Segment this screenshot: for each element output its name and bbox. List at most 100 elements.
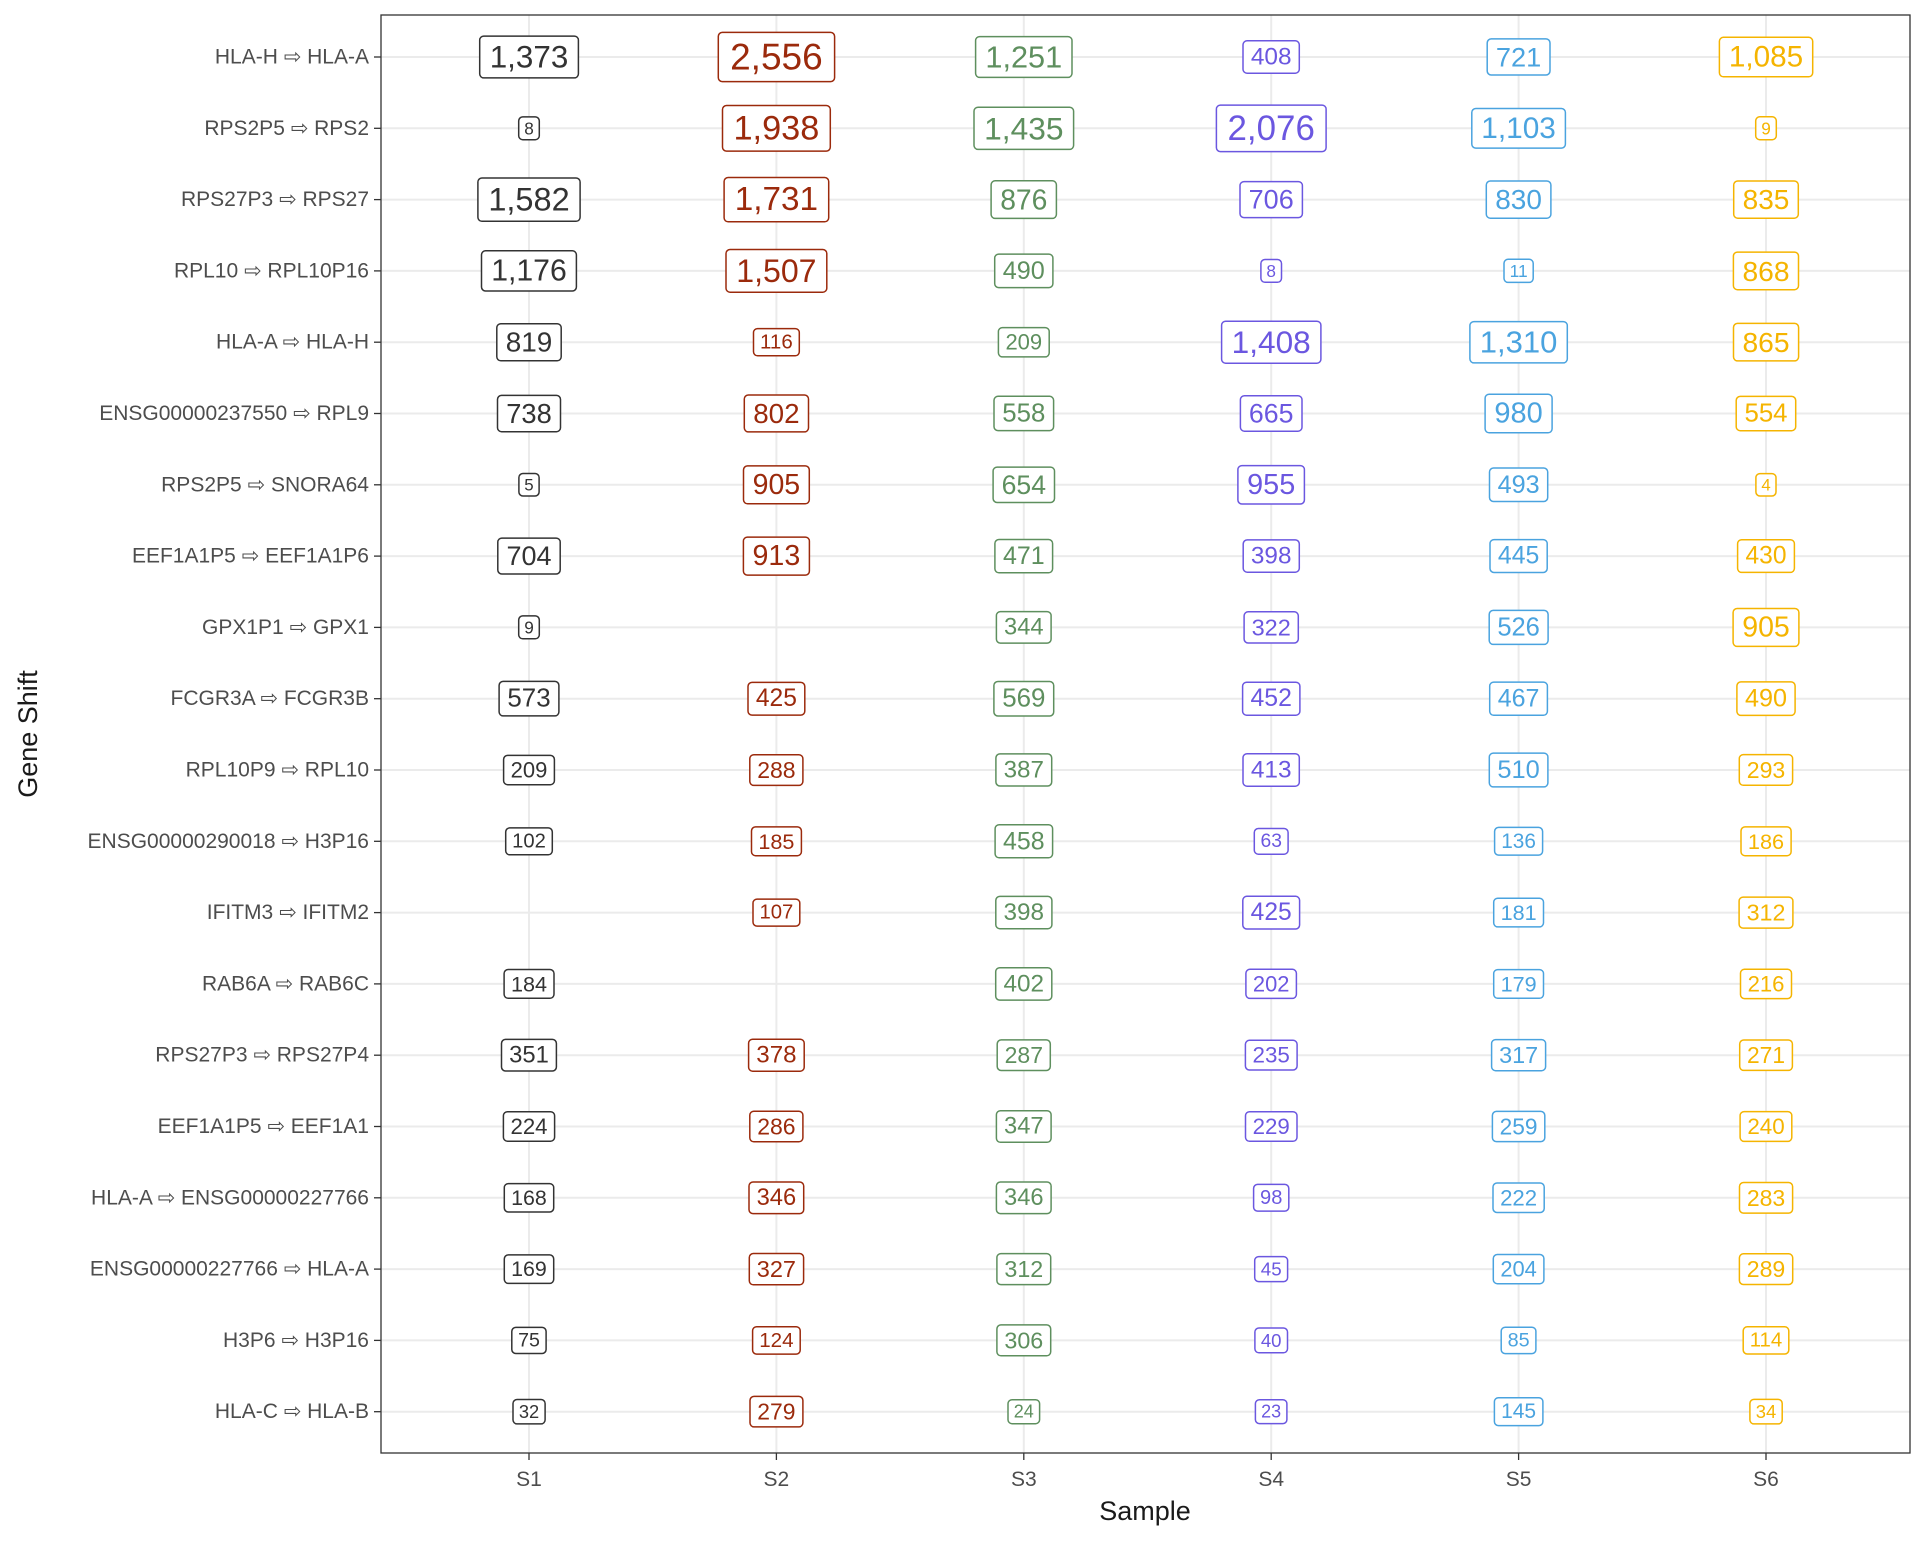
value-label-text: 202 xyxy=(1253,971,1290,996)
value-label-text: 1,938 xyxy=(733,109,819,147)
value-label-text: 865 xyxy=(1742,326,1789,358)
value-label: 665 xyxy=(1239,394,1303,432)
value-label-text: 124 xyxy=(759,1329,793,1352)
y-tick-label: EEF1A1P5 ⇨ EEF1A1 xyxy=(158,1115,369,1138)
value-label-box xyxy=(1718,36,1814,78)
value-label: 452 xyxy=(1241,681,1301,716)
value-label: 102 xyxy=(504,827,554,856)
value-label: 179 xyxy=(1492,968,1545,1000)
value-label-text: 402 xyxy=(1004,970,1045,997)
value-label-text: 490 xyxy=(1003,257,1045,285)
value-label-box xyxy=(1484,393,1553,434)
value-label: 85 xyxy=(1500,1326,1537,1355)
value-label-box xyxy=(749,1110,804,1143)
value-label-text: 9 xyxy=(524,617,534,637)
value-label-text: 186 xyxy=(1748,829,1784,854)
value-label-text: 4 xyxy=(1761,475,1770,494)
value-label: 868 xyxy=(1732,251,1800,291)
value-label-box xyxy=(1732,180,1800,219)
value-label: 271 xyxy=(1738,1039,1794,1072)
value-label: 721 xyxy=(1486,38,1551,76)
x-tick-label: S5 xyxy=(1506,1468,1532,1491)
value-label: 283 xyxy=(1738,1181,1794,1214)
value-label-box xyxy=(1735,395,1797,432)
value-label: 209 xyxy=(502,754,556,786)
value-label-text: 5 xyxy=(524,475,533,494)
value-label-text: 204 xyxy=(1500,1257,1537,1282)
value-label-text: 293 xyxy=(1747,757,1786,783)
plot-panel-border xyxy=(380,14,1911,1454)
value-label-text: 802 xyxy=(753,398,799,429)
value-label-box xyxy=(995,753,1053,787)
value-label: 510 xyxy=(1488,752,1549,788)
value-label: 124 xyxy=(751,1325,801,1355)
y-tick-label: ENSG00000227766 ⇨ HLA-A xyxy=(90,1258,369,1281)
value-label-text: 980 xyxy=(1494,398,1542,430)
value-label-box xyxy=(1736,681,1796,717)
value-label-text: 312 xyxy=(1747,900,1786,926)
value-label: 351 xyxy=(500,1038,558,1072)
value-label-box xyxy=(1503,258,1534,284)
value-label-box xyxy=(1492,1253,1545,1285)
value-label: 1,731 xyxy=(723,176,830,223)
value-label-text: 526 xyxy=(1497,613,1540,641)
value-label-text: 430 xyxy=(1745,543,1786,570)
value-label-box xyxy=(1489,538,1548,574)
value-label-box xyxy=(993,253,1054,289)
value-label: 259 xyxy=(1491,1110,1546,1143)
y-tick-label: ENSG00000237550 ⇨ RPL9 xyxy=(99,402,369,425)
value-label-text: 738 xyxy=(506,398,552,429)
value-label-text: 259 xyxy=(1500,1114,1538,1140)
value-label: 204 xyxy=(1492,1253,1545,1285)
value-label-box xyxy=(1242,539,1301,573)
value-label-box xyxy=(1492,897,1545,928)
value-label-text: 75 xyxy=(518,1329,540,1351)
value-label-text: 289 xyxy=(1747,1256,1786,1282)
value-label-text: 9 xyxy=(1761,118,1771,138)
value-label-box xyxy=(1242,752,1301,787)
value-label: 346 xyxy=(748,1181,805,1215)
value-label-text: 1,103 xyxy=(1481,112,1556,145)
value-label-box xyxy=(1242,40,1301,74)
value-label: 573 xyxy=(498,680,560,717)
value-label: 23 xyxy=(1254,1398,1288,1425)
value-label-text: 102 xyxy=(512,830,546,852)
value-label: 185 xyxy=(750,826,803,857)
value-label: 114 xyxy=(1742,1326,1790,1355)
value-label: 322 xyxy=(1243,611,1300,644)
value-label: 490 xyxy=(993,253,1054,289)
value-label: 1,373 xyxy=(478,35,580,79)
value-label-box xyxy=(993,680,1055,717)
y-tick-label: RPS2P5 ⇨ SNORA64 xyxy=(161,473,369,496)
value-label: 1,582 xyxy=(477,177,581,223)
value-label: 34 xyxy=(1749,1398,1783,1425)
y-tick-label: RPS27P3 ⇨ RPS27 xyxy=(181,188,369,211)
value-label: 955 xyxy=(1237,464,1306,505)
value-label-box xyxy=(749,753,804,787)
value-label-text: 2,076 xyxy=(1228,109,1315,148)
x-tick-label: S1 xyxy=(516,1468,542,1491)
value-label: 287 xyxy=(996,1039,1052,1072)
value-label-text: 835 xyxy=(1743,184,1790,215)
value-label: 980 xyxy=(1484,393,1553,434)
value-label-box xyxy=(498,680,560,717)
value-label: 5 xyxy=(518,472,540,497)
value-label-text: 573 xyxy=(507,685,550,713)
value-label: 306 xyxy=(996,1324,1052,1357)
value-label: 526 xyxy=(1488,609,1549,646)
value-label: 222 xyxy=(1492,1182,1545,1214)
value-label: 425 xyxy=(1242,895,1301,930)
value-label-box xyxy=(1488,467,1549,503)
value-label-text: 378 xyxy=(756,1042,796,1069)
value-label-text: 1,408 xyxy=(1232,324,1311,360)
value-label: 40 xyxy=(1254,1327,1289,1354)
value-label-text: 98 xyxy=(1260,1187,1282,1209)
value-label-box xyxy=(1253,827,1289,855)
value-label-box xyxy=(1488,681,1549,717)
value-label-text: 107 xyxy=(759,902,793,924)
value-label-text: 185 xyxy=(758,829,794,854)
value-label-text: 704 xyxy=(506,541,551,571)
value-label-box xyxy=(511,1326,547,1355)
value-label-box xyxy=(994,538,1054,574)
